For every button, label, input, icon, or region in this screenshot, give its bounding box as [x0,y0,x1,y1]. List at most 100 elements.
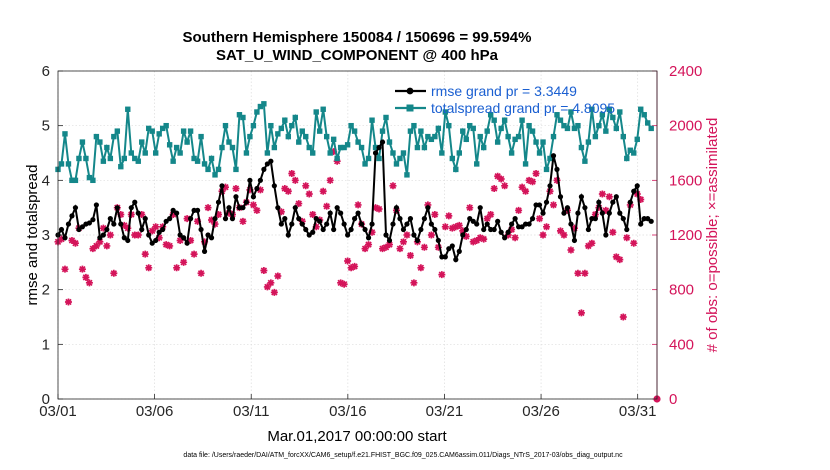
totalspread-point [306,144,312,151]
totalspread-point [69,177,75,184]
totalspread-point [526,122,532,129]
rmse-point [599,210,605,216]
obs-marker [326,176,334,184]
obs-point [267,279,275,287]
obs-marker [96,238,104,246]
rmse-point [407,216,414,222]
obs-point [68,236,76,244]
obs-marker [406,252,414,259]
obs-point [180,258,188,266]
totalspread-point [428,136,435,143]
obs-marker [221,183,229,191]
obs-point [399,238,407,246]
rmse-point [624,226,630,233]
totalspread-point [114,128,121,134]
obs-point [379,245,387,253]
obs-point [483,215,491,223]
y-tick-label: 3 [42,227,50,244]
obs-marker [291,176,299,184]
rmse-point [296,216,302,222]
obs-marker [190,250,198,258]
rmse-point [212,216,218,222]
obs-point [85,279,93,287]
y-tick-label: 4 [42,172,50,189]
rmse-point [484,221,490,227]
obs-point [253,206,261,214]
rmse-point [90,217,96,223]
totalspread-point [111,133,117,140]
totalspread-point [592,133,599,140]
rmse-point [557,194,564,200]
rmse-point [208,235,215,241]
obs-marker [522,187,530,195]
obs-point [372,204,380,212]
obs-marker [448,224,456,232]
obs-marker [284,187,292,195]
obs-point [455,221,463,229]
rmse-point [638,221,644,227]
obs-point [427,231,435,239]
totalspread-point [383,114,389,121]
rmse-point [261,166,267,172]
totalspread-point [365,155,372,162]
obs-point [375,205,383,213]
totalspread-point [439,150,445,156]
rmse-point [397,216,403,222]
series-totalspread [55,101,654,184]
rmse-point [100,232,106,238]
rmse-point [505,229,511,235]
obs-marker [539,231,547,239]
y-tick-label: 1 [42,336,50,353]
obs-marker [483,215,491,223]
obs-point [354,201,362,209]
rmse-point [512,216,518,222]
rmse-point [610,199,616,205]
rmse-point [425,205,431,211]
totalspread-point [323,133,330,140]
obs-marker [525,176,533,184]
rmse-point [142,216,148,222]
totalspread-point [512,136,518,143]
totalspread-point [243,150,250,156]
totalspread-point [177,150,183,156]
obs-marker [253,206,261,214]
y2-tick-label: 2000 [669,118,702,135]
totalspread-point [166,142,173,148]
rmse-point [306,232,312,238]
totalspread-point [529,128,536,134]
obs-point [567,246,575,254]
rmse-point [390,221,396,227]
rmse-point [313,216,319,222]
rmse-point [634,183,640,189]
rmse-point [435,237,441,244]
totalspread-point [240,114,246,121]
totalspread-point [543,166,550,173]
totalspread-point [173,144,180,151]
rmse-point [460,232,466,238]
obs-point [525,176,533,184]
totalspread-point [564,125,571,132]
obs-marker [173,264,181,272]
rmse-point [467,216,473,222]
totalspread-point [386,139,393,145]
obs-marker [431,211,439,218]
obs-marker [215,211,223,218]
totalspread-point [271,144,278,151]
totalspread-point [97,139,103,145]
obs-point [215,211,223,218]
obs-point [452,223,460,231]
totalspread-point [257,103,264,110]
rmse-point [352,216,358,222]
obs-marker [417,264,425,272]
totalspread-point [107,155,114,162]
obs-marker [549,201,557,209]
totalspread-point [121,155,127,162]
totalspread-point [201,161,208,167]
totalspread-point [400,150,407,156]
totalspread-point [128,150,134,156]
obs-marker [340,280,348,288]
rmse-point [355,210,361,216]
obs-marker [434,243,442,251]
obs-marker [567,246,575,254]
rmse-point [275,205,281,211]
